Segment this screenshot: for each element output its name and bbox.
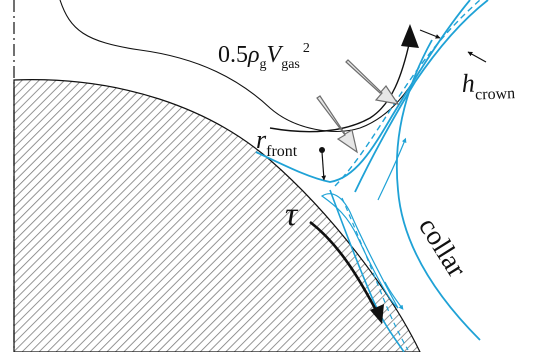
pressure-block-arrow-upper (345, 59, 400, 105)
film-flow-arrow (377, 137, 407, 201)
pressure-curve-arrow (269, 39, 411, 133)
h-crown-arrow-bottom (467, 51, 487, 63)
collar-outline (395, 39, 481, 341)
liquid-outline (59, 0, 421, 132)
r-front-point (319, 147, 325, 153)
ejecta-dashed-sheet (341, 197, 409, 351)
pressure-arrowhead (401, 24, 419, 48)
collar-label: collar (412, 212, 472, 283)
r-front-arrow (321, 151, 327, 181)
ejecta-solid-sheet (329, 189, 405, 352)
pressure-block-arrow-lower (316, 95, 358, 154)
shear-stress-arrowhead (370, 304, 384, 324)
lamella-film-mid (334, 0, 481, 187)
inner-cavity (320, 193, 399, 309)
solid-sphere (13, 79, 421, 352)
shear-stress-arrow (309, 220, 380, 315)
ejecta-flow-arrow (384, 281, 404, 310)
h-crown-label: hcrown (461, 67, 515, 104)
r-front-label: rfront (256, 125, 298, 160)
h-crown-arrow-top (419, 29, 441, 39)
tau-label: τ (285, 196, 299, 233)
pressure-label: 0.5ρgVgas2 (218, 41, 310, 72)
lamella-film-right (354, 0, 489, 193)
